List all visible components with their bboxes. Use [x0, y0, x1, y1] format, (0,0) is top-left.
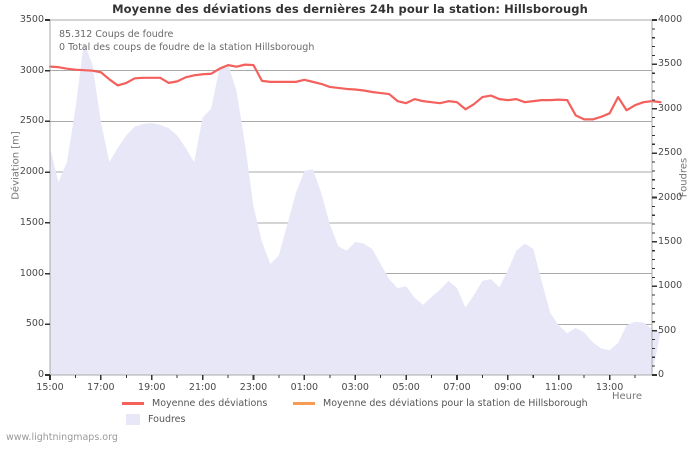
- y-tick-label: 1500: [19, 216, 44, 228]
- legend-item-deviation-average[interactable]: Moyenne des déviations: [122, 398, 267, 409]
- y2-tick-label: 3500: [658, 58, 683, 70]
- strokes-area-series: [50, 42, 661, 375]
- y-tick-label: 3000: [19, 64, 44, 76]
- annotation-station-total: 0 Total des coups de foudre de la statio…: [59, 42, 315, 53]
- chart-legend: Moyenne des déviations Moyenne des déviat…: [0, 396, 700, 428]
- y2-tick-label: 1000: [658, 280, 683, 292]
- y2-tick-label: 3000: [658, 102, 683, 114]
- y-tick-label: 3500: [19, 14, 44, 25]
- page-title: Moyenne des déviations des dernières 24h…: [112, 2, 588, 16]
- y2-tick-label: 4000: [658, 14, 683, 25]
- x-tick-label: 11:00: [545, 382, 573, 393]
- legend-label: Moyenne des déviations pour la station d…: [323, 398, 588, 409]
- y-tick-label: 1000: [19, 267, 44, 279]
- x-tick-label: 23:00: [239, 382, 268, 393]
- y-tick-label: 2500: [19, 115, 44, 127]
- y-tick-label: 2000: [19, 166, 44, 178]
- legend-swatch-icon: [126, 414, 140, 425]
- x-tick-label: 17:00: [87, 382, 115, 393]
- legend-label: Foudres: [148, 414, 186, 425]
- axis-ticks: [45, 19, 657, 380]
- y-tick-label: 0: [37, 369, 44, 380]
- x-tick-label: 03:00: [341, 382, 369, 393]
- annotation-strokes-count: 85.312 Coups de foudre: [59, 29, 174, 40]
- x-tick-label: 09:00: [494, 382, 522, 393]
- y2-axis-label: Foudres: [678, 157, 690, 198]
- deviation-line-series: [48, 63, 662, 121]
- x-axis-label: Heure: [612, 391, 643, 402]
- x-tick-label: 19:00: [138, 382, 166, 393]
- footer-attribution: www.lightningmaps.org: [6, 432, 118, 443]
- y2-tick-label: 0: [658, 369, 665, 380]
- y2-tick-label: 1500: [658, 235, 683, 247]
- x-tick-label: 13:00: [595, 382, 624, 393]
- y2-tick-label: 2500: [658, 147, 683, 159]
- legend-line-icon: [293, 402, 315, 405]
- x-tick-label: 05:00: [392, 382, 420, 393]
- y2-tick-label: 500: [658, 324, 677, 336]
- legend-line-icon: [122, 402, 144, 405]
- x-tick-label: 07:00: [443, 382, 471, 393]
- legend-label: Moyenne des déviations: [152, 398, 268, 409]
- x-tick-label: 15:00: [36, 382, 64, 393]
- y2-tick-label: 2000: [658, 191, 683, 203]
- legend-item-strokes[interactable]: Foudres: [122, 414, 185, 425]
- x-tick-label: 21:00: [188, 382, 217, 393]
- legend-item-station-deviation-average[interactable]: Moyenne des déviations pour la station d…: [293, 398, 588, 409]
- y-tick-label: 500: [25, 318, 44, 330]
- x-tick-label: 01:00: [290, 382, 319, 393]
